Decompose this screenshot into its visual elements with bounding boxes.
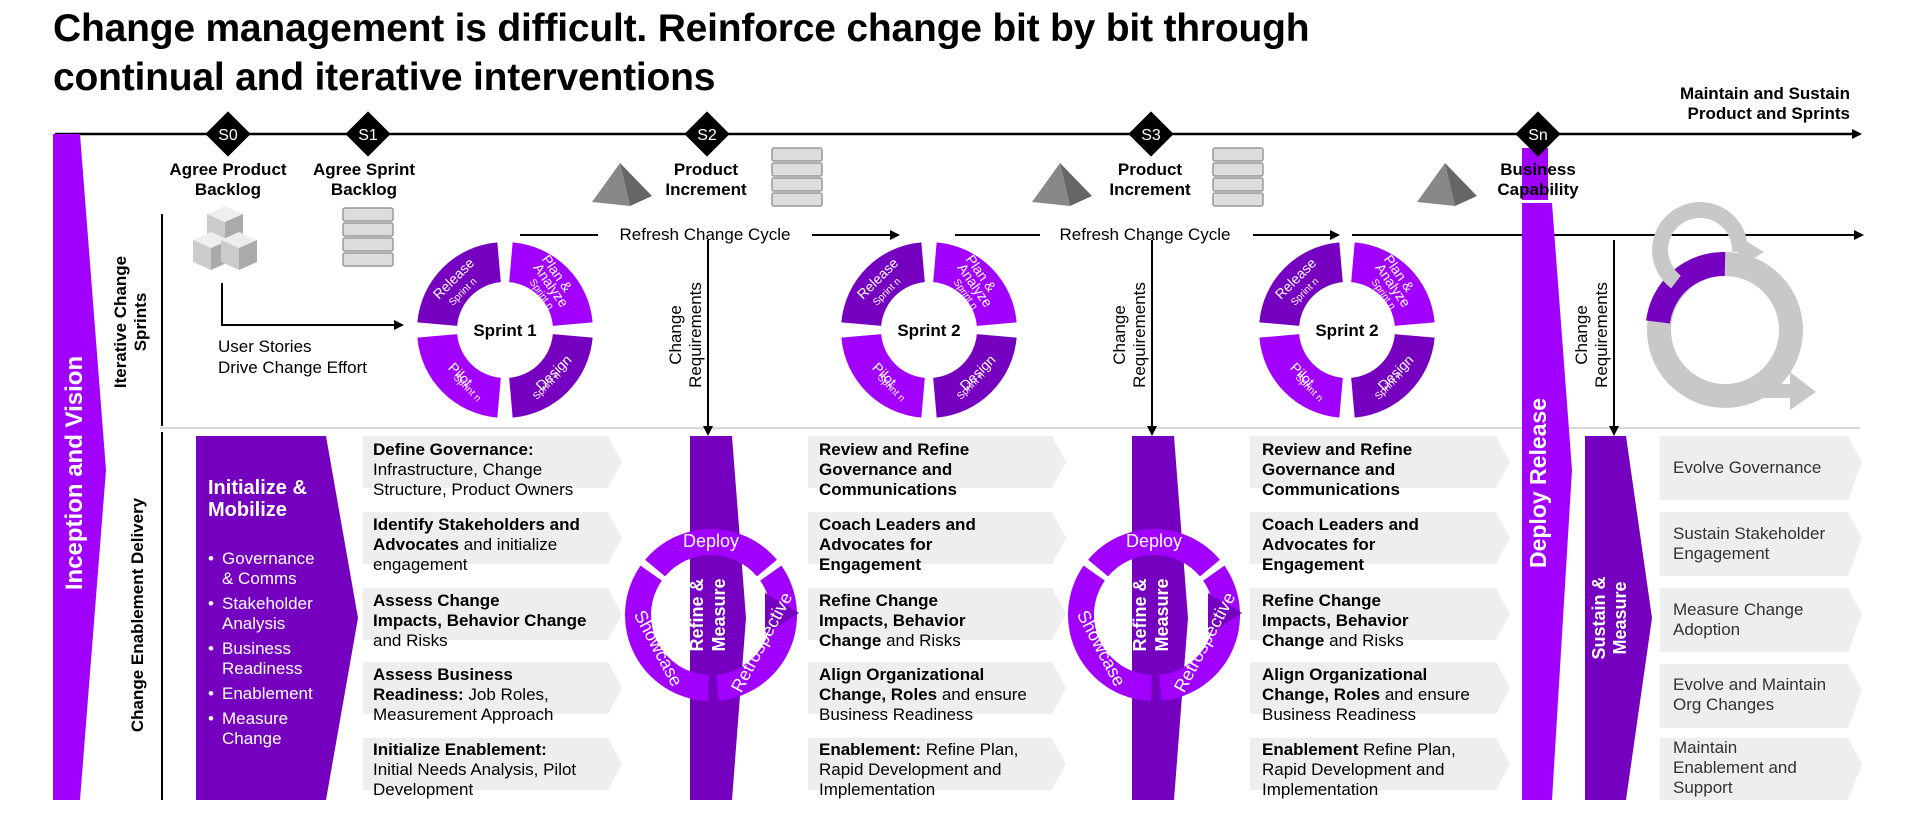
milestone-s1 (345, 111, 391, 157)
sprint-segment (1259, 242, 1343, 326)
enablement-refine-plan-text: Enablement Refine Plan, Rapid Development… (1262, 740, 1456, 799)
milestone-s0 (205, 111, 251, 157)
refine-change-impacts-text: Refine Change Impacts, Behavior Change and… (1262, 591, 1409, 650)
sustain-cycle-icon (1646, 202, 1816, 410)
sprint-segment (841, 334, 925, 418)
increment-stack-icon (771, 147, 823, 207)
ring-segment-showcase (1068, 565, 1152, 701)
ring-segment-showcase (624, 565, 709, 701)
refine-column-1 (690, 436, 746, 800)
sprint-title: Sprint 2 (897, 321, 960, 340)
iterative-change-sprints-label: Iterative Change Sprints (111, 255, 150, 389)
refresh-change-cycle-label: Refresh Change Cycle (619, 225, 791, 244)
sprint-segment (841, 242, 925, 326)
sprint-segment (417, 242, 501, 326)
review-refine-governance-text: Review and Refine Governance and Communica… (1262, 440, 1413, 499)
backlog-stack-icon (342, 207, 394, 267)
change-requirements-label: Change Requirements (666, 282, 705, 388)
page-title: Change management is difficult. Reinforc… (53, 7, 1310, 99)
ring-center-label: Refine & (1130, 578, 1150, 651)
enablement-refine-plan-text: Enablement: Refine Plan, Rapid Developmen… (819, 740, 1019, 799)
milestone-label-s2: Product Increment (665, 160, 747, 199)
align-organizational-change-text: Align Organizational Change, Roles and en… (1262, 665, 1470, 724)
milestone-s3 (1128, 111, 1174, 157)
refresh-change-cycle-label: Refresh Change Cycle (1059, 225, 1231, 244)
evolve-maintain-text: Evolve and Maintain Org Changes (1673, 675, 1827, 714)
measure-change-adoption-text: Measure Change Adoption (1673, 600, 1804, 639)
milestone-label-s1: Agree Sprint Backlog (312, 160, 416, 199)
pyramid-icon (1032, 163, 1092, 206)
ring-segment-deploy (1088, 528, 1220, 577)
inception-band (53, 134, 106, 800)
maintain-enablement-text: Maintain Enablement and Support (1673, 738, 1797, 797)
refine-column-2 (1132, 436, 1188, 800)
sprint-segment (933, 242, 1017, 326)
deploy-release-band-lower (1522, 203, 1572, 800)
milestone-label-s0: Agree Product Backlog (169, 160, 287, 199)
bullet-governance: Governance& Comms (208, 549, 338, 589)
sprint-segment (1351, 242, 1435, 326)
sprint-segment (1351, 334, 1435, 418)
sustain-measure-label: Sustain & Measure (1589, 576, 1630, 660)
product-backlog-cubes-icon (193, 206, 257, 270)
initialize-mobilize-content: Initialize &Mobilize Governance& Comms S… (208, 477, 338, 754)
pyramid-icon (1417, 163, 1477, 206)
sustain-stakeholder-text: Sustain Stakeholder Engagement (1673, 524, 1826, 563)
identify-stakeholders-text: Identify Stakeholders and Advocates and i… (373, 515, 580, 574)
ring-segment-deploy (645, 529, 777, 577)
milestone-s2 (684, 111, 730, 157)
change-requirements-label: Change Requirements (1572, 282, 1611, 388)
sprint-segment (417, 334, 501, 418)
increment-stack-icon (1212, 147, 1264, 207)
chevron-panels (363, 436, 1862, 800)
maintain-sustain-label: Maintain and Sustain Product and Sprints (1679, 84, 1850, 123)
ring-segment-retrospective (716, 565, 797, 701)
user-stories-arrow (221, 283, 404, 330)
sprint-segment (1259, 334, 1343, 418)
assess-change-impacts-text: Assess Change Impacts, Behavior Change and… (373, 591, 587, 650)
refine-change-impacts-text: Refine Change Impacts, Behavior Change and… (819, 591, 966, 650)
align-organizational-change-text: Align Organizational Change, Roles and en… (819, 665, 1027, 724)
deploy-release-band (1522, 148, 1548, 200)
sprint-title: Sprint 1 (473, 321, 536, 340)
ring-arrow (1208, 593, 1242, 635)
sprint-segment (509, 242, 593, 326)
bullet-enablement: Enablement (208, 684, 338, 704)
pyramid-icon (592, 163, 652, 206)
inception-vision-label: Inception and Vision (61, 355, 88, 591)
sustain-measure-block (1585, 436, 1652, 800)
define-governance-text: Define Governance: Infrastructure, Change… (373, 440, 574, 499)
coach-leaders-text: Coach Leaders and Advocates for Engagement (819, 515, 976, 574)
assess-business-readiness-text: Assess Business Readiness: Job Roles, Meas… (373, 665, 554, 724)
ring-center-label: Measure (709, 578, 729, 651)
ring-deploy-label: Deploy (1126, 531, 1182, 551)
change-requirements-label: Change Requirements (1110, 282, 1149, 388)
milestone-label-s3: Product Increment (1109, 160, 1191, 199)
sprint-title: Sprint 2 (1315, 321, 1378, 340)
ring-segment-retrospective (1159, 565, 1240, 701)
initialize-mobilize-title: Initialize & Mobilize (208, 477, 307, 521)
ring-center-label: Refine & (687, 578, 707, 651)
sprint-segment (933, 334, 1017, 418)
review-refine-governance-text: Review and Refine Governance and Communica… (819, 440, 970, 499)
coach-leaders-text: Coach Leaders and Advocates for Engagement (1262, 515, 1419, 574)
change-enablement-delivery-label: Change Enablement Delivery (128, 497, 147, 733)
ring-arrow (765, 593, 799, 635)
ring-center-label: Measure (1152, 578, 1172, 651)
evolve-governance-text: Evolve Governance (1673, 458, 1822, 477)
sprint-segment (509, 334, 593, 418)
user-stories-text: User Stories Drive Change Effort (218, 337, 367, 377)
initialize-enablement-text: Initialize Enablement: Initial Needs Anal… (373, 740, 577, 799)
ring-deploy-label: Deploy (683, 531, 739, 551)
milestone-label-sn: Business Capability (1497, 160, 1579, 199)
deploy-release-label: Deploy Release (1525, 397, 1551, 569)
